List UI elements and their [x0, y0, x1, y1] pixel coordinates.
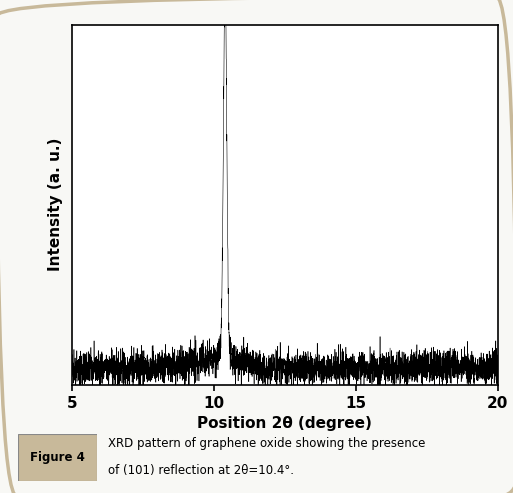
- Text: XRD pattern of graphene oxide showing the presence: XRD pattern of graphene oxide showing th…: [108, 437, 425, 450]
- Text: Figure 4: Figure 4: [30, 451, 85, 464]
- FancyBboxPatch shape: [18, 434, 97, 481]
- X-axis label: Position 2θ (degree): Position 2θ (degree): [198, 416, 372, 431]
- Y-axis label: Intensity (a. u.): Intensity (a. u.): [49, 138, 64, 271]
- Text: of (101) reflection at 2θ=10.4°.: of (101) reflection at 2θ=10.4°.: [108, 464, 294, 477]
